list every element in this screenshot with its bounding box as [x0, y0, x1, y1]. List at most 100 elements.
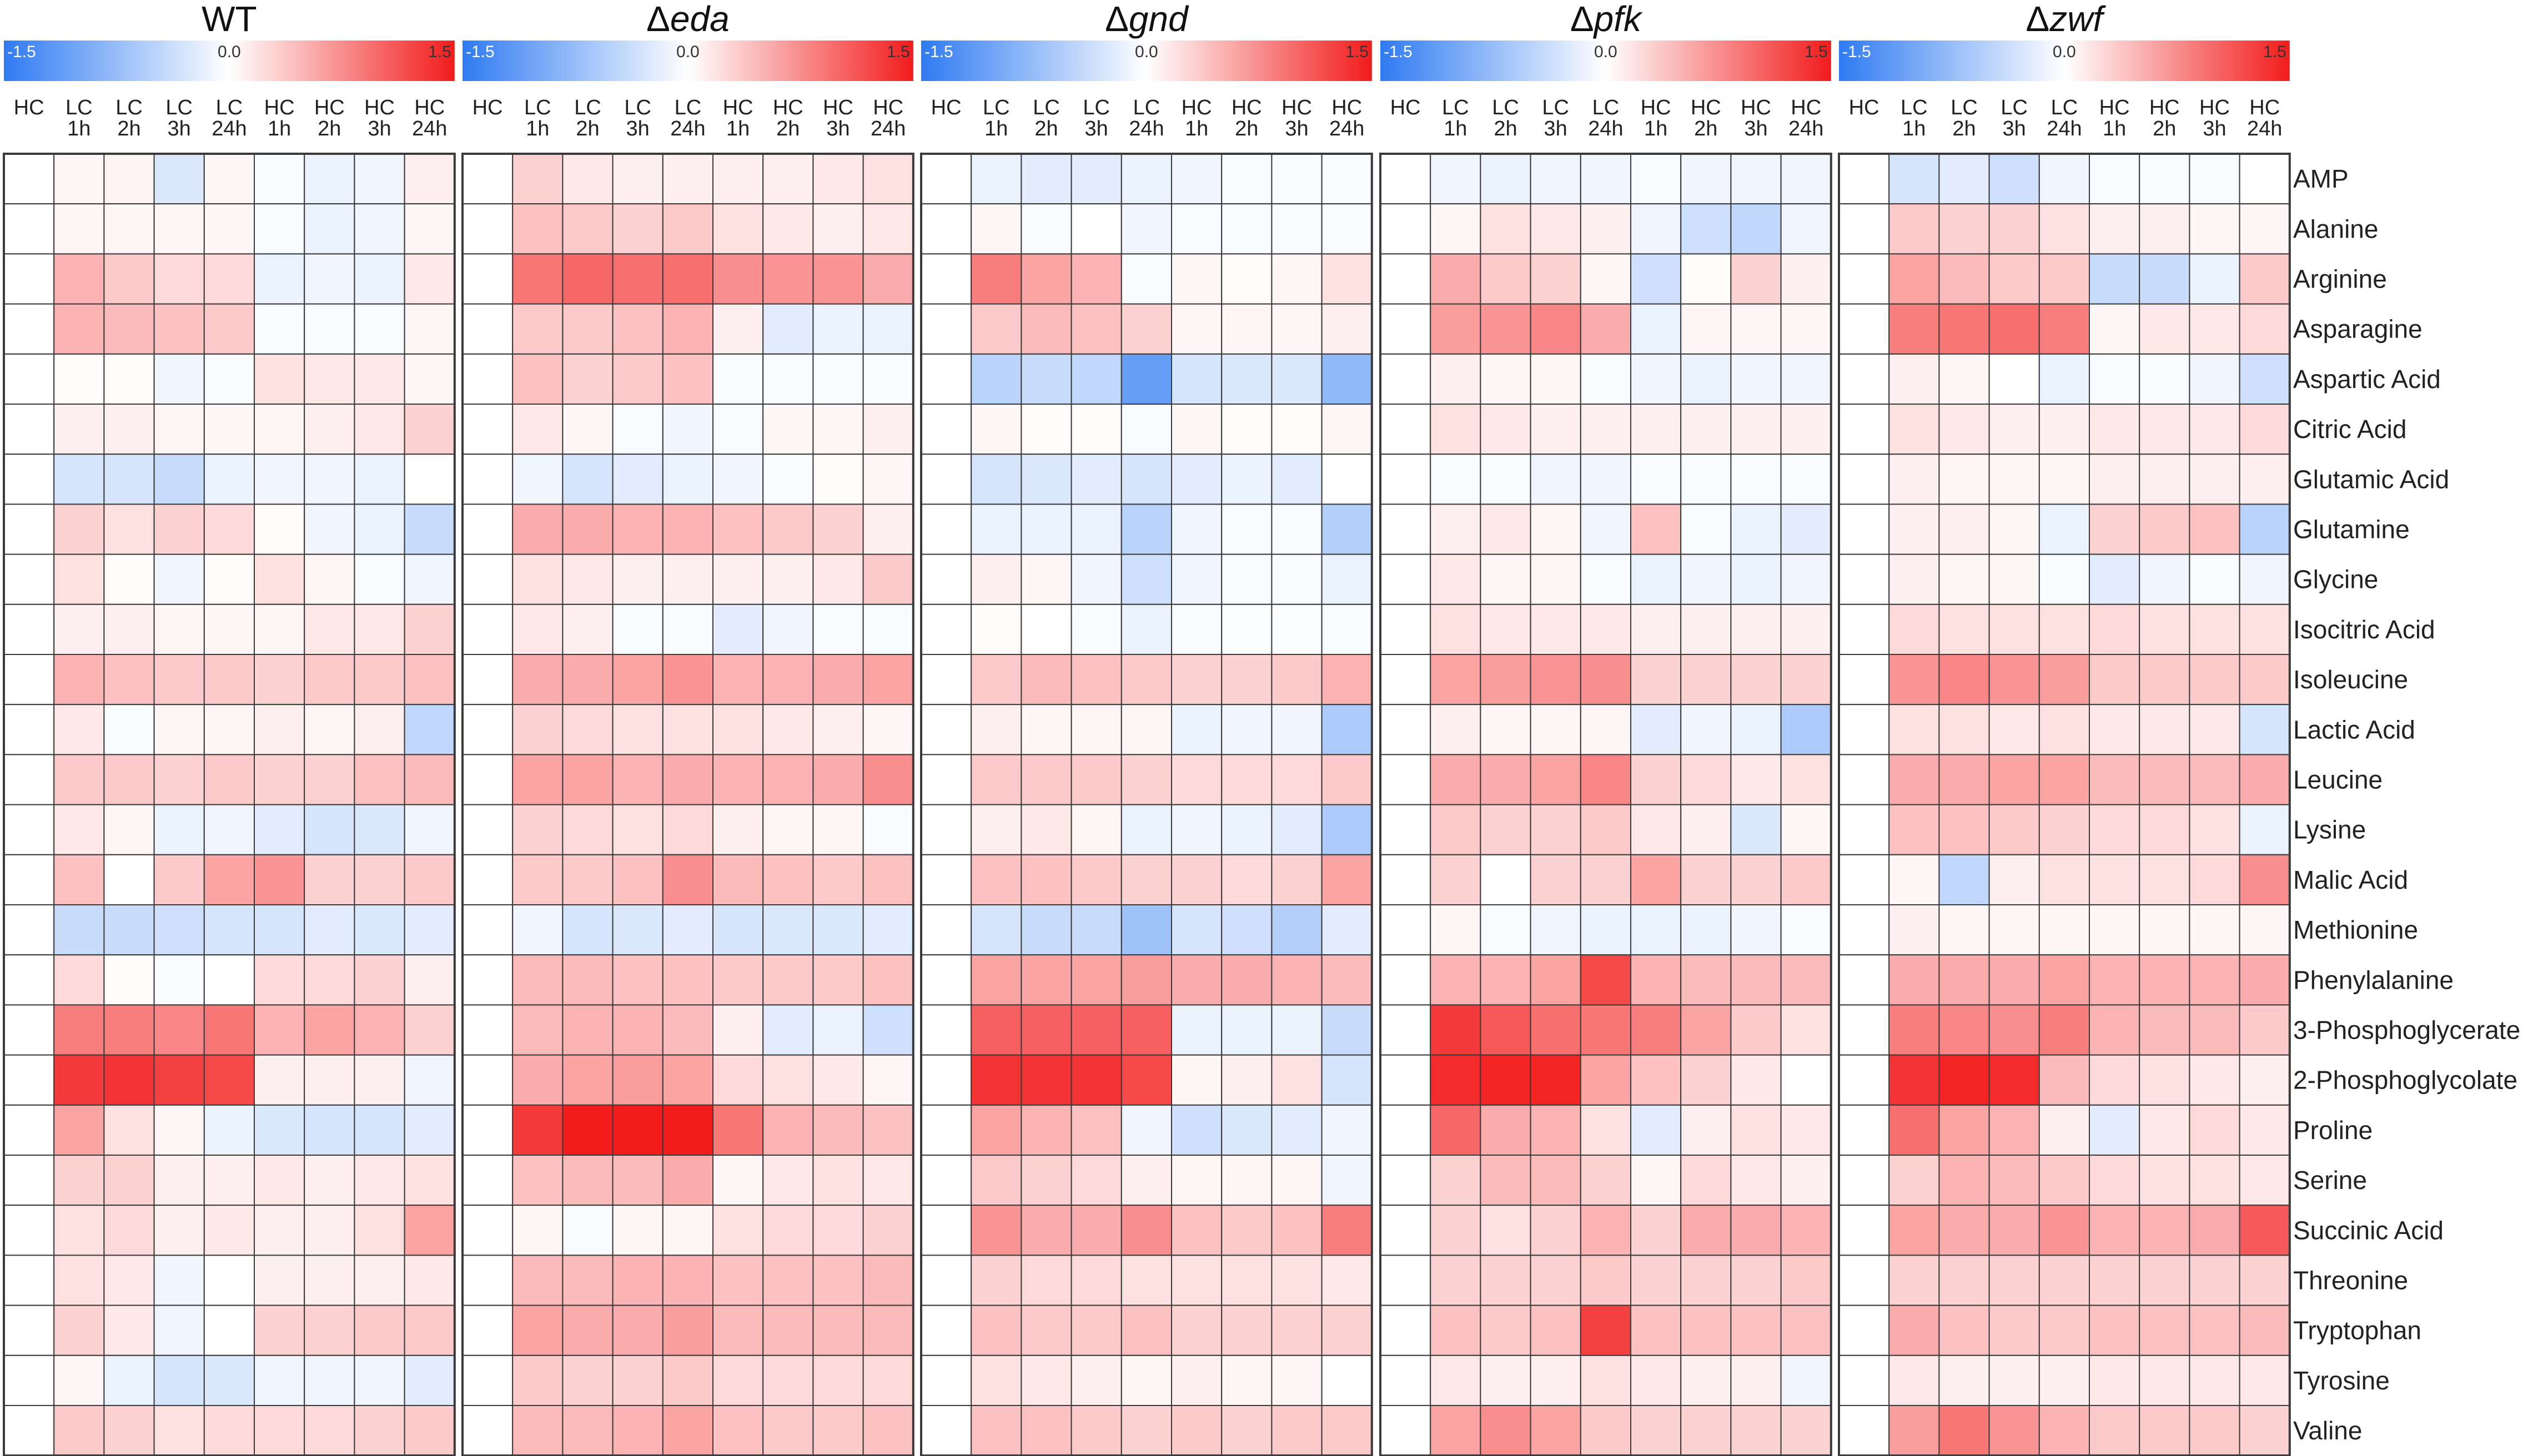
- heatmap-cell: [1838, 1405, 1890, 1456]
- heatmap-cell: [762, 553, 814, 605]
- column-label: HC: [723, 96, 753, 119]
- row-label: Alanine: [2293, 214, 2378, 243]
- heatmap-cell: [304, 603, 355, 656]
- heatmap-cell: [354, 1104, 405, 1156]
- heatmap-cell: [1680, 404, 1732, 455]
- heatmap-cell: [1630, 303, 1682, 355]
- heatmap-cell: [1120, 754, 1173, 805]
- heatmap-cell: [712, 704, 764, 755]
- heatmap-cell: [354, 1405, 405, 1456]
- heatmap-cell: [254, 553, 305, 605]
- colorbar-min-label: -1.5: [1384, 43, 1413, 61]
- heatmap-cell: [1780, 1255, 1832, 1306]
- heatmap-cell: [1988, 253, 2040, 305]
- heatmap-cell: [1480, 503, 1531, 555]
- heatmap-cell: [2139, 603, 2190, 656]
- heatmap-cell: [2089, 1054, 2140, 1106]
- heatmap-cell: [921, 1004, 972, 1056]
- heatmap-cell: [762, 454, 814, 505]
- heatmap-cell: [153, 854, 205, 906]
- heatmap-cell: [1780, 454, 1832, 505]
- heatmap-cell: [612, 704, 664, 755]
- heatmap-cell: [1780, 203, 1832, 255]
- heatmap-cell: [1938, 1155, 1990, 1206]
- heatmap-cell: [1680, 1104, 1732, 1156]
- heatmap-cell: [254, 353, 305, 405]
- heatmap-cell: [462, 1004, 514, 1056]
- panel-border: [920, 153, 1373, 1456]
- heatmap-cell: [712, 553, 764, 605]
- heatmap-cell: [153, 1004, 205, 1056]
- heatmap-cell: [203, 854, 255, 906]
- heatmap-cell: [562, 854, 614, 906]
- heatmap-cell: [153, 954, 205, 1006]
- heatmap-cell: [354, 954, 405, 1006]
- heatmap-cell: [354, 1155, 405, 1206]
- column-label-time: 3h: [1544, 117, 1567, 140]
- heatmap-cell: [1630, 1405, 1682, 1456]
- heatmap-cell: [1321, 804, 1373, 855]
- heatmap-cell: [1730, 503, 1782, 555]
- heatmap-cell: [562, 1255, 614, 1306]
- heatmap-cell: [2239, 654, 2290, 706]
- heatmap-cell: [512, 904, 564, 956]
- heatmap-cell: [1221, 253, 1273, 305]
- panel-wt: WT-1.5 0.0 1.5HC LC1hLC2hLC3hLC24hHC1hHC2hH…: [3, 0, 456, 1456]
- heatmap-cell: [1938, 954, 1990, 1006]
- column-label: LC: [1901, 96, 1928, 119]
- heatmap-cell: [404, 854, 455, 906]
- heatmap-cell: [203, 303, 255, 355]
- heatmap-cell: [662, 654, 714, 706]
- heatmap-cell: [971, 954, 1022, 1006]
- heatmap-cell: [404, 404, 455, 455]
- column-label-time: 2h: [117, 117, 140, 140]
- heatmap-cell: [662, 404, 714, 455]
- heatmap-cell: [1380, 1354, 1431, 1407]
- column-label: HC: [1849, 96, 1879, 119]
- row-label: Arginine: [2293, 265, 2387, 294]
- heatmap-cell: [1321, 704, 1373, 755]
- heatmap-cell: [2239, 904, 2290, 956]
- heatmap-cell: [1780, 1104, 1832, 1156]
- heatmap-cell: [462, 454, 514, 505]
- heatmap-cell: [762, 1054, 814, 1106]
- heatmap-cell: [254, 1354, 305, 1407]
- heatmap-cell: [1838, 404, 1890, 455]
- row-label: Citric Acid: [2293, 415, 2406, 444]
- heatmap-cell: [862, 454, 914, 505]
- column-label-time: 24h: [2247, 117, 2282, 140]
- heatmap-cell: [404, 1255, 455, 1306]
- heatmap-cell: [1680, 1205, 1732, 1256]
- heatmap-cell: [304, 954, 355, 1006]
- heatmap-cell: [1071, 1304, 1122, 1356]
- heatmap-cell: [1780, 253, 1832, 305]
- heatmap-cell: [921, 253, 972, 305]
- heatmap-cell: [1530, 904, 1581, 956]
- heatmap-cell: [1430, 1155, 1481, 1206]
- heatmap-cell: [1888, 1405, 1940, 1456]
- heatmap-cell: [1580, 454, 1632, 505]
- heatmap-cell: [1321, 553, 1373, 605]
- heatmap-cell: [921, 303, 972, 355]
- heatmap-cell: [2089, 603, 2140, 656]
- heatmap-cell: [3, 754, 55, 805]
- heatmap-cell: [762, 804, 814, 855]
- heatmap-cell: [512, 1255, 564, 1306]
- heatmap-cell: [1120, 553, 1173, 605]
- heatmap-cell: [612, 353, 664, 405]
- heatmap-cell: [812, 754, 864, 805]
- heatmap-cell: [762, 153, 814, 205]
- heatmap-cell: [354, 1054, 405, 1106]
- heatmap-cell: [612, 603, 664, 656]
- heatmap-cell: [1171, 904, 1223, 956]
- heatmap-cell: [53, 1054, 105, 1106]
- column-label-time: 3h: [826, 117, 850, 140]
- heatmap-cell: [1221, 1354, 1273, 1407]
- row-label: Isocitric Acid: [2293, 615, 2435, 644]
- heatmap-cell: [2089, 1205, 2140, 1256]
- heatmap-cell: [1321, 153, 1373, 205]
- heatmap-cell: [1530, 603, 1581, 656]
- heatmap-cell: [562, 603, 614, 656]
- heatmap-cell: [2038, 904, 2090, 956]
- heatmap-cell: [1221, 553, 1273, 605]
